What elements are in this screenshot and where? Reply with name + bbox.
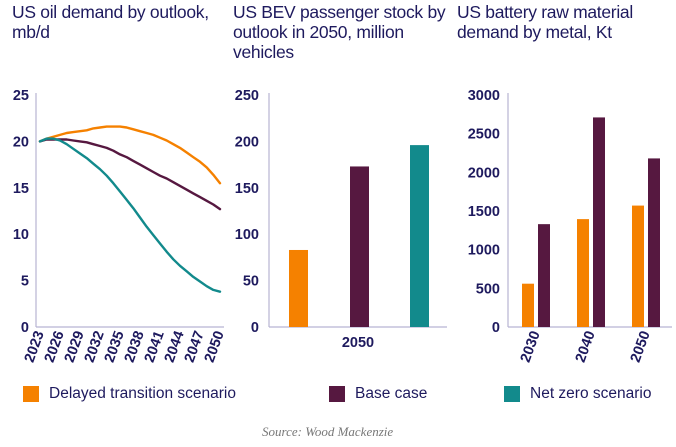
- battery-y-tick-label: 500: [476, 281, 500, 297]
- oil-line-base: [38, 138, 222, 211]
- battery-y-tick-label: 1000: [468, 243, 500, 259]
- battery-bar-base-2030: [538, 224, 550, 327]
- oil-y-tick-label: 25: [13, 88, 29, 104]
- oil-y-tick-label: 20: [13, 134, 29, 150]
- legend-swatch-netzero: [504, 386, 520, 402]
- bev-bar-delayed: [289, 249, 308, 327]
- battery-bar-delayed-2050: [632, 205, 644, 327]
- legend-label-base: Base case: [355, 385, 428, 402]
- bev-bar-base: [350, 166, 369, 327]
- bev-y-tick-label: 150: [235, 181, 259, 197]
- legend-item-netzero: Net zero scenario: [504, 385, 651, 403]
- oil-line-delayed: [38, 125, 222, 185]
- oil-y-tick-label: 10: [13, 227, 29, 243]
- bev-y-tick-label: 50: [243, 274, 259, 290]
- legend-item-base: Base case: [329, 385, 427, 403]
- bev-y-tick-label: 200: [235, 134, 259, 150]
- chart-title-battery-demand: US battery raw material demand by metal,…: [457, 2, 633, 42]
- battery-bar-base-2040: [593, 117, 605, 327]
- battery-bar-base-2050: [648, 158, 660, 327]
- bev-y-tick-label: 100: [235, 227, 259, 243]
- bev-y-tick-label: 250: [235, 88, 259, 104]
- battery-y-tick-label: 2000: [468, 165, 500, 181]
- legend-label-delayed: Delayed transition scenario: [49, 385, 236, 402]
- chart-title-bev-stock: US BEV passenger stock by outlook in 205…: [233, 2, 446, 62]
- battery-x-tick-label: 2050: [628, 329, 654, 365]
- battery-y-tick-label: 1500: [468, 204, 500, 220]
- battery-x-tick-label: 2040: [573, 329, 599, 365]
- bev-x-tick-label: 2050: [342, 335, 374, 351]
- legend-swatch-delayed: [23, 386, 39, 402]
- oil-line-netzero: [38, 137, 222, 293]
- oil-y-tick-label: 15: [13, 181, 29, 197]
- battery-bar-delayed-2040: [577, 219, 589, 327]
- battery-y-tick-label: 3000: [468, 88, 500, 104]
- battery-x-tick-label: 2030: [518, 329, 544, 365]
- battery-y-tick-label: 0: [492, 320, 500, 336]
- bev-bar-netzero: [410, 145, 429, 327]
- bev-y-tick-label: 0: [251, 320, 259, 336]
- source-note: Source: Wood Mackenzie: [262, 424, 394, 439]
- legend-label-netzero: Net zero scenario: [530, 385, 652, 402]
- chart-title-oil-demand: US oil demand by outlook, mb/d: [12, 2, 209, 42]
- battery-y-tick-label: 2500: [468, 127, 500, 143]
- battery-bar-delayed-2030: [522, 283, 534, 327]
- legend-item-delayed: Delayed transition scenario: [23, 385, 236, 403]
- legend-swatch-base: [329, 386, 345, 402]
- oil-y-tick-label: 0: [21, 320, 29, 336]
- oil-y-tick-label: 5: [21, 274, 29, 290]
